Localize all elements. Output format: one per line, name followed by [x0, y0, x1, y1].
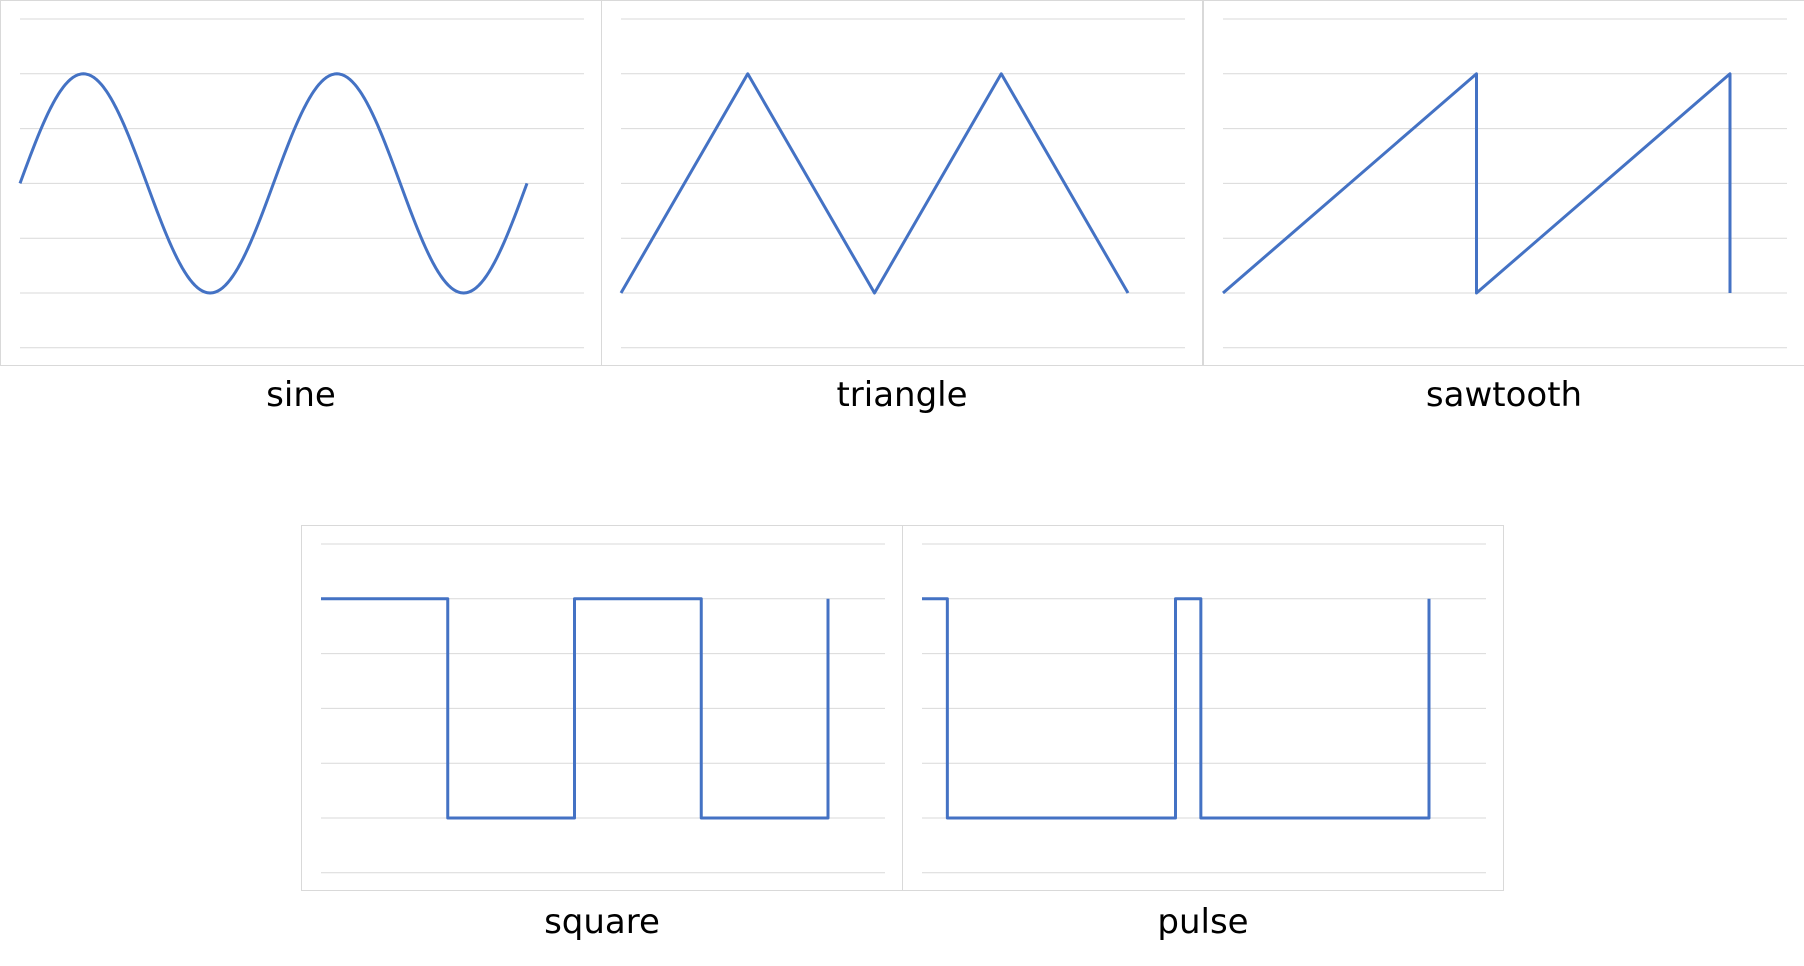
series-line — [1222, 72, 1732, 295]
square-plot — [321, 543, 885, 874]
chart-square — [301, 525, 903, 891]
caption-sine: sine — [266, 375, 336, 415]
chart-pulse — [902, 525, 1504, 891]
sine-plot — [18, 18, 584, 349]
series-line — [922, 597, 1431, 820]
chart-sine — [0, 0, 602, 366]
pulse-plot — [922, 543, 1486, 874]
caption-triangle: triangle — [836, 375, 968, 415]
caption-sawtooth: sawtooth — [1425, 375, 1583, 415]
triangle-plot — [619, 18, 1185, 349]
sawtooth-plot — [1222, 18, 1787, 349]
series-line — [321, 597, 830, 820]
chart-triangle — [601, 0, 1203, 366]
chart-sawtooth — [1203, 0, 1804, 366]
series-line — [619, 72, 1130, 295]
caption-square: square — [544, 902, 660, 942]
series-line — [18, 72, 529, 295]
caption-pulse: pulse — [1157, 902, 1249, 942]
